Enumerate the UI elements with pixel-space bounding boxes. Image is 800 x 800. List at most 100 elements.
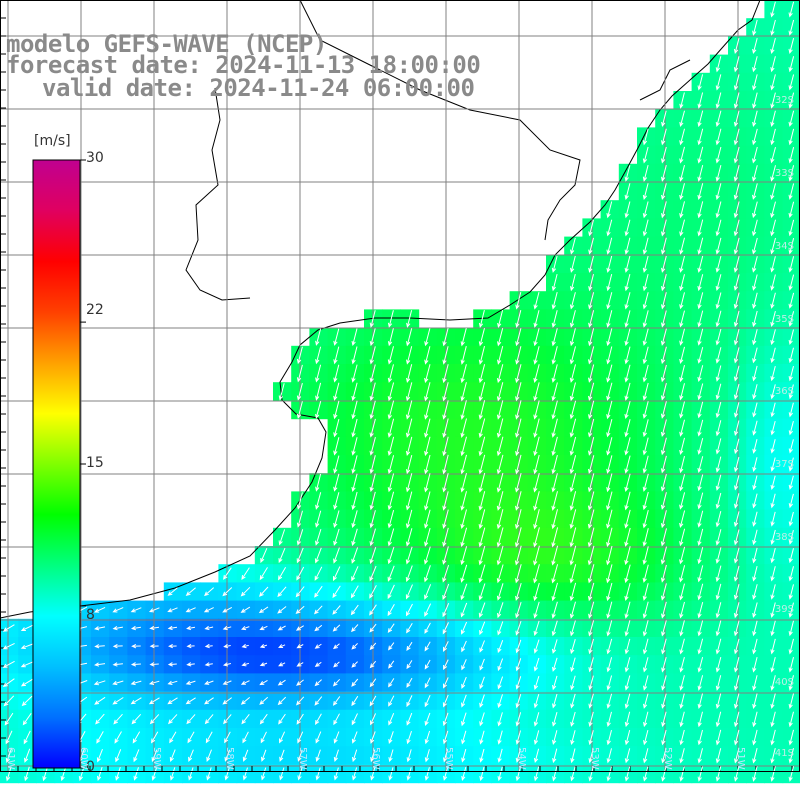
wind-arrow — [770, 420, 776, 436]
wind-arrow — [788, 766, 794, 782]
wind-arrow — [533, 472, 540, 493]
lat-label-35s: 35S — [774, 314, 794, 325]
wind-arrow — [369, 328, 376, 347]
wind-arrow — [332, 678, 341, 687]
wind-arrow — [551, 527, 559, 548]
wind-arrow — [642, 255, 649, 273]
wind-arrow — [297, 749, 303, 762]
wind-arrow — [734, 493, 740, 509]
wind-arrow — [734, 693, 740, 710]
wind-arrow — [606, 729, 612, 746]
wind-arrow — [515, 712, 522, 727]
wind-arrow — [697, 292, 704, 310]
wind-arrow — [351, 328, 358, 346]
wind-arrow — [369, 695, 377, 707]
wind-arrow — [351, 678, 359, 687]
wind-arrow — [569, 564, 577, 584]
wind-arrow — [715, 274, 722, 292]
wind-arrow — [661, 164, 667, 182]
wind-arrow — [752, 19, 758, 36]
wind-arrow — [533, 748, 540, 763]
wind-arrow — [443, 767, 449, 781]
wind-arrow — [770, 384, 776, 400]
wind-arrow — [167, 697, 178, 705]
wind-arrow — [94, 662, 106, 667]
wind-arrow — [295, 605, 305, 614]
wind-arrow — [788, 584, 794, 600]
wind-arrow — [297, 731, 304, 744]
wind-arrow — [679, 565, 686, 583]
wind-arrow — [588, 219, 594, 237]
wind-arrow — [588, 711, 594, 728]
wind-arrow — [369, 418, 376, 438]
wind-arrow — [752, 766, 758, 782]
lat-label-40s: 40S — [774, 677, 794, 688]
wind-arrow — [642, 273, 649, 292]
wind-arrow — [733, 164, 740, 182]
wind-arrow — [533, 693, 540, 709]
wind-arrow — [715, 92, 722, 109]
wind-arrow — [333, 510, 340, 528]
wind-arrow — [497, 640, 504, 654]
wind-arrow — [222, 662, 232, 667]
wind-arrow — [351, 731, 358, 744]
wind-arrow — [624, 546, 631, 566]
wind-arrow — [424, 695, 431, 708]
wind-arrow — [642, 382, 649, 401]
wind-arrow — [515, 418, 522, 438]
wind-arrow — [552, 675, 558, 691]
wind-arrow — [515, 658, 522, 672]
wind-arrow — [5, 766, 12, 782]
wind-arrow — [770, 566, 776, 582]
wind-arrow — [606, 382, 613, 401]
wind-arrow — [133, 749, 140, 763]
wind-arrow — [661, 110, 667, 128]
wind-arrow — [642, 219, 649, 237]
wind-arrow — [424, 603, 432, 617]
wind-arrow — [258, 606, 269, 614]
wind-arrow — [770, 475, 776, 491]
wind-arrow — [660, 419, 667, 438]
wind-arrow — [424, 712, 431, 726]
wind-arrow — [624, 201, 631, 219]
wind-arrow — [770, 183, 776, 200]
wind-arrow — [369, 510, 376, 529]
wind-arrow — [606, 748, 612, 764]
wind-arrow — [424, 527, 431, 547]
wind-arrow — [679, 274, 685, 292]
wind-arrow — [296, 547, 304, 564]
wind-arrow — [624, 491, 631, 511]
wind-arrow — [697, 711, 703, 728]
wind-arrow — [642, 364, 649, 383]
wind-arrow — [624, 437, 631, 456]
wind-arrow — [4, 712, 14, 726]
wind-arrow — [223, 567, 232, 580]
wind-arrow — [551, 545, 559, 566]
wind-arrow — [770, 365, 776, 382]
wind-arrow — [715, 201, 722, 219]
wind-arrow — [533, 491, 540, 511]
wind-arrow — [187, 731, 195, 744]
wind-arrow — [752, 420, 758, 436]
lon-label-60w: 60W — [78, 747, 89, 770]
wind-arrow — [278, 547, 286, 564]
wind-arrow — [733, 565, 740, 582]
lon-label-52w: 52W — [662, 747, 673, 770]
wind-arrow — [752, 584, 758, 600]
wind-arrow — [443, 677, 449, 689]
wind-arrow — [569, 473, 577, 493]
wind-arrow — [222, 680, 232, 685]
wind-arrow — [204, 714, 214, 725]
wind-arrow — [333, 455, 340, 474]
wind-arrow — [661, 237, 667, 255]
wind-arrow — [78, 766, 85, 782]
wind-arrow — [661, 273, 667, 292]
wind-arrow — [733, 328, 740, 346]
wind-arrow — [533, 582, 540, 602]
wind-arrow — [478, 454, 486, 475]
wind-arrow — [351, 346, 358, 365]
wind-arrow — [497, 327, 504, 347]
wind-arrow — [752, 128, 758, 146]
wind-arrow — [296, 696, 305, 706]
wind-arrow — [624, 165, 631, 182]
